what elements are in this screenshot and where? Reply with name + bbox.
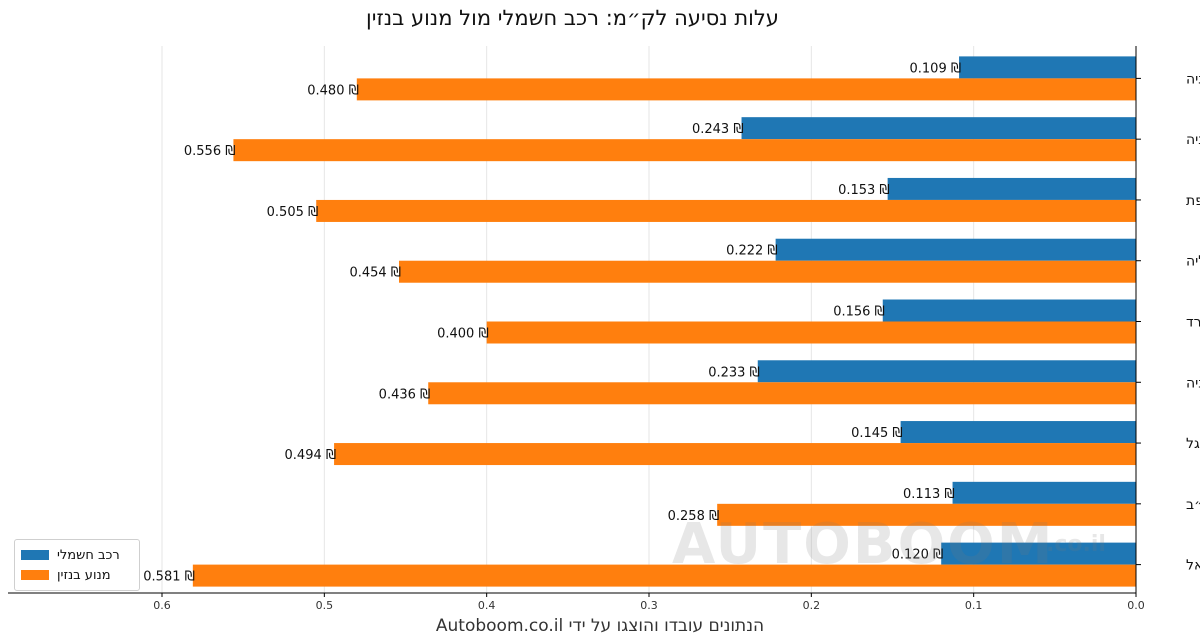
bar xyxy=(887,177,1136,200)
data-label: 0.113 ₪ xyxy=(903,487,955,502)
chart-legend: רכב חשמלי מנוע בנזין xyxy=(14,539,140,591)
bar xyxy=(233,139,1137,162)
data-label: 0.556 ₪ xyxy=(184,144,236,159)
bar xyxy=(900,421,1136,444)
data-label: 0.156 ₪ xyxy=(833,305,885,320)
legend-label-petrol: מנוע בנזין xyxy=(57,567,111,583)
x-tick-label: 0.5 xyxy=(316,599,334,612)
bar xyxy=(428,382,1136,405)
data-label: 0.243 ₪ xyxy=(692,122,744,137)
bar xyxy=(959,56,1136,79)
category-label: ארה״ב xyxy=(1186,497,1200,513)
data-label: 0.454 ₪ xyxy=(349,266,401,281)
bar xyxy=(399,260,1136,283)
x-tick-label: 0.0 xyxy=(1127,599,1145,612)
data-label: 0.400 ₪ xyxy=(437,327,489,342)
x-tick-label: 0.6 xyxy=(153,599,171,612)
bar xyxy=(952,481,1136,504)
data-label: 0.480 ₪ xyxy=(307,83,359,98)
data-label: 0.581 ₪ xyxy=(143,570,195,585)
x-tick-label: 0.4 xyxy=(478,599,496,612)
bar xyxy=(486,321,1137,344)
category-label: צרפת xyxy=(1186,193,1200,209)
bar xyxy=(757,360,1136,383)
data-label: 0.120 ₪ xyxy=(892,548,944,563)
bar xyxy=(882,299,1136,322)
data-label: 0.258 ₪ xyxy=(668,509,720,524)
category-label: בריטניה xyxy=(1186,375,1200,391)
data-credit: הנתונים עובדו והוצגו על ידי Autoboom.co.… xyxy=(435,616,765,636)
legend-label-electric: רכב חשמלי xyxy=(57,547,120,563)
x-tick-label: 0.3 xyxy=(640,599,658,612)
category-label: נורווגיה xyxy=(1186,71,1200,87)
legend-swatch-electric xyxy=(21,550,49,560)
x-tick-label: 0.1 xyxy=(965,599,983,612)
legend-swatch-petrol xyxy=(21,570,49,580)
data-label: 0.233 ₪ xyxy=(708,365,760,380)
bar xyxy=(941,542,1136,565)
chart-title: עלות נסיעה לק״מ: רכב חשמלי מול מנוע בנזי… xyxy=(366,6,779,30)
data-label: 0.494 ₪ xyxy=(285,448,337,463)
legend-item-electric: רכב חשמלי xyxy=(21,546,120,564)
bar xyxy=(775,238,1136,261)
data-label: 0.145 ₪ xyxy=(851,426,903,441)
bar xyxy=(192,564,1137,587)
category-label: גרמניה xyxy=(1186,132,1200,148)
data-label: 0.436 ₪ xyxy=(379,387,431,402)
data-label: 0.222 ₪ xyxy=(726,244,778,259)
bar xyxy=(356,78,1136,101)
category-label: פורטוגל xyxy=(1186,436,1200,452)
data-label: 0.153 ₪ xyxy=(838,183,890,198)
bar xyxy=(717,503,1136,526)
x-tick-label: 0.2 xyxy=(803,599,821,612)
category-label: ישראל xyxy=(1186,558,1200,574)
bar xyxy=(741,117,1136,140)
bar xyxy=(316,199,1136,222)
watermark-logo: AUTOBOOM xyxy=(672,512,1055,577)
data-label: 0.505 ₪ xyxy=(267,205,319,220)
watermark-logo-suffix: .co.il xyxy=(1046,532,1106,557)
data-label: 0.109 ₪ xyxy=(910,61,962,76)
legend-item-petrol: מנוע בנזין xyxy=(21,566,111,584)
bar xyxy=(334,443,1136,466)
category-label: ספרד xyxy=(1186,315,1200,331)
category-label: איטליה xyxy=(1186,254,1200,270)
